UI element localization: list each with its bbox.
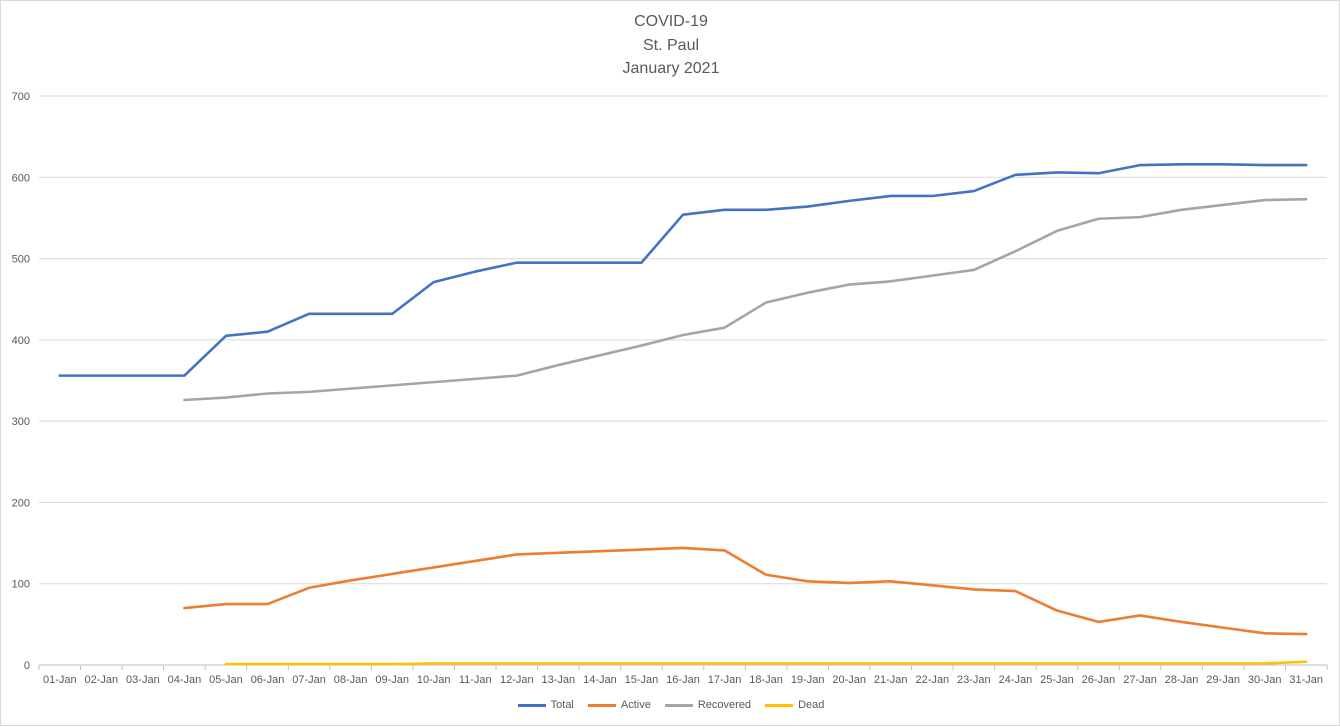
chart-title-line-3: January 2021 bbox=[622, 60, 720, 77]
x-tick-label: 29-Jan bbox=[1206, 674, 1240, 686]
x-tick-label: 27-Jan bbox=[1123, 674, 1157, 686]
x-tick-label: 07-Jan bbox=[292, 674, 326, 686]
chart-title-line-2: St. Paul bbox=[642, 37, 700, 54]
legend-swatch bbox=[587, 703, 616, 707]
x-tick-label: 26-Jan bbox=[1082, 674, 1116, 686]
x-tick-label: 04-Jan bbox=[168, 674, 202, 686]
series-line-dead bbox=[224, 660, 1308, 666]
x-tick-label: 03-Jan bbox=[126, 674, 160, 686]
x-tick-label: 25-Jan bbox=[1040, 674, 1074, 686]
x-tick-label: 22-Jan bbox=[915, 674, 949, 686]
x-tick-label: 21-Jan bbox=[874, 674, 908, 686]
y-tick-label: 700 bbox=[12, 91, 30, 103]
y-tick-label: 400 bbox=[12, 335, 30, 347]
y-tick-label: 500 bbox=[12, 254, 30, 266]
x-tick-label: 11-Jan bbox=[459, 674, 492, 686]
x-tick-label: 06-Jan bbox=[251, 674, 285, 686]
chart-legend: Total Active Recovered Dead bbox=[1, 699, 1340, 711]
legend-swatch bbox=[517, 703, 546, 707]
x-tick-label: 14-Jan bbox=[583, 674, 617, 686]
x-tick-label: 30-Jan bbox=[1248, 674, 1282, 686]
series-line-total bbox=[58, 162, 1308, 377]
legend-item-recovered: Recovered bbox=[664, 699, 752, 711]
y-tick-label: 600 bbox=[12, 172, 30, 184]
x-tick-label: 10-Jan bbox=[417, 674, 451, 686]
x-tick-label: 16-Jan bbox=[666, 674, 700, 686]
x-tick-label: 19-Jan bbox=[791, 674, 825, 686]
legend-label: Active bbox=[620, 699, 651, 711]
x-tick-label: 23-Jan bbox=[957, 674, 991, 686]
chart-title-line-1: COVID-19 bbox=[634, 13, 708, 30]
x-tick-label: 02-Jan bbox=[85, 674, 119, 686]
x-tick-label: 31-Jan bbox=[1289, 674, 1323, 686]
legend-label: Recovered bbox=[697, 699, 752, 711]
legend-item-active: Active bbox=[587, 699, 651, 711]
legend-item-dead: Dead bbox=[765, 699, 824, 711]
legend-label: Dead bbox=[798, 699, 825, 711]
legend-swatch bbox=[664, 703, 693, 707]
y-tick-label: 300 bbox=[12, 416, 30, 428]
x-tick-label: 13-Jan bbox=[542, 674, 576, 686]
x-tick-label: 24-Jan bbox=[999, 674, 1033, 686]
x-tick-label: 12-Jan bbox=[500, 674, 534, 686]
x-tick-label: 20-Jan bbox=[832, 674, 866, 686]
y-tick-label: 200 bbox=[12, 497, 30, 509]
x-tick-label: 18-Jan bbox=[749, 674, 783, 686]
x-tick-label: 28-Jan bbox=[1165, 674, 1199, 686]
series-line-active bbox=[183, 546, 1308, 636]
x-tick-label: 17-Jan bbox=[708, 674, 742, 686]
x-tick-label: 09-Jan bbox=[375, 674, 409, 686]
legend-item-total: Total bbox=[517, 699, 574, 711]
x-tick-label: 08-Jan bbox=[334, 674, 368, 686]
legend-label: Total bbox=[550, 699, 574, 711]
x-tick-label: 15-Jan bbox=[625, 674, 659, 686]
x-tick-label: 05-Jan bbox=[209, 674, 243, 686]
y-tick-label: 100 bbox=[12, 579, 30, 591]
y-tick-label: 0 bbox=[24, 660, 30, 672]
x-tick-label: 01-Jan bbox=[43, 674, 77, 686]
series-line-recovered bbox=[183, 197, 1308, 402]
legend-swatch bbox=[765, 703, 794, 707]
